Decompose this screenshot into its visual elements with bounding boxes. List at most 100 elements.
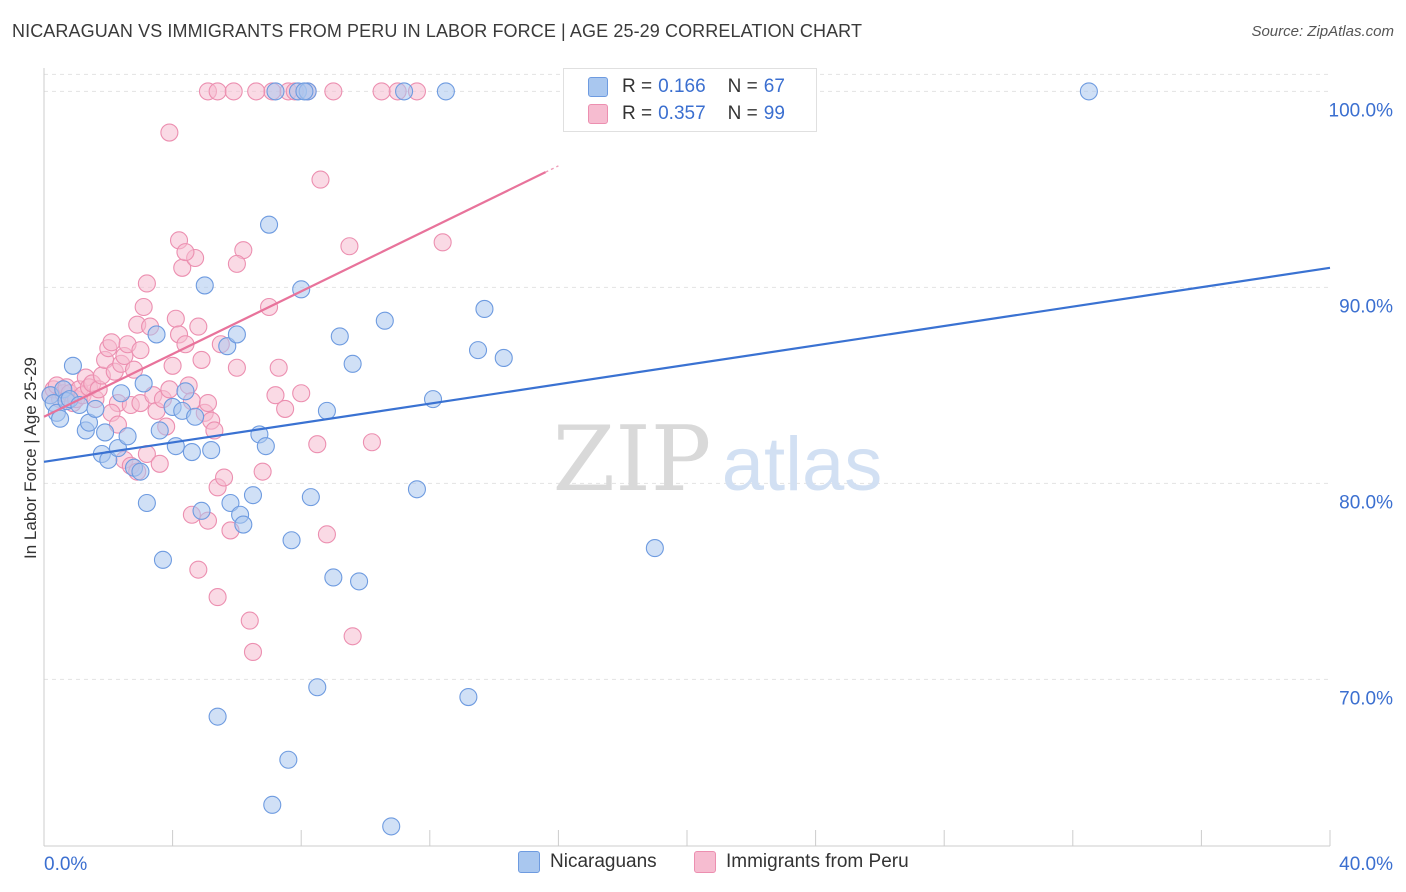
peru-point — [137, 274, 156, 293]
peru-point — [227, 254, 246, 273]
nicaraguan-point — [301, 488, 320, 507]
nicaraguan-point — [350, 572, 369, 591]
series-peru-points — [41, 82, 452, 662]
bottom-legend-label: Immigrants from Peru — [726, 851, 909, 872]
nicaraguan-point — [150, 421, 169, 440]
nicaraguan-point — [259, 215, 279, 234]
peru-point — [208, 82, 227, 101]
legend-row-nicaraguans: R = 0.166 N = 67 — [588, 74, 785, 100]
peru-point — [276, 399, 295, 418]
peru-point — [247, 82, 266, 101]
chart-title: NICARAGUAN VS IMMIGRANTS FROM PERU IN LA… — [12, 21, 863, 41]
nicaraguan-point — [468, 341, 488, 360]
nicaraguan-point — [436, 82, 455, 101]
peru-point — [160, 123, 179, 142]
peru-point — [150, 454, 169, 473]
stats-legend: R = 0.166 N = 67 R = 0.357 N = 99 — [563, 68, 817, 132]
nicaraguan-point — [243, 486, 263, 505]
nicaraguan-point — [494, 348, 513, 368]
bottom-legend-swatch-pink — [694, 851, 716, 873]
nicaraguan-point — [227, 325, 246, 344]
nicaraguan-point — [382, 817, 401, 836]
nicaraguan-point — [459, 687, 478, 707]
bottom-legend-nicaraguans: Nicaraguans — [518, 851, 657, 873]
nicaraguan-point — [131, 462, 150, 481]
peru-point — [160, 380, 179, 399]
nicaraguan-point — [234, 515, 253, 534]
axes — [43, 68, 1331, 847]
peru-point — [266, 386, 285, 405]
nicaraguan-point — [317, 401, 336, 420]
series-nicaraguans-points — [41, 82, 1098, 836]
nicaraguan-point — [282, 531, 301, 550]
peru-point — [102, 333, 121, 352]
peru-trend-extension — [545, 165, 559, 173]
watermark-zip: ZIP — [553, 407, 712, 512]
nicaraguan-point — [153, 550, 173, 569]
peru-point — [214, 468, 234, 487]
peru-point — [131, 341, 150, 360]
gridlines — [44, 73, 1330, 680]
peru-point — [189, 317, 208, 336]
nicaraguan-point — [192, 501, 211, 520]
peru-point — [208, 588, 227, 607]
nicaraguan-point — [186, 407, 205, 426]
peru-point — [343, 627, 362, 646]
nicaraguan-point — [645, 539, 664, 558]
watermark-atlas: atlas — [722, 422, 883, 507]
legend-n-value: 67 — [763, 76, 785, 97]
nicaraguan-point — [266, 82, 285, 101]
peru-point — [311, 170, 330, 189]
legend-r-label: R = — [622, 103, 653, 124]
nicaraguan-point — [118, 427, 137, 446]
legend-r-value: 0.166 — [658, 76, 706, 97]
nicaraguan-point — [218, 337, 237, 356]
nicaraguan-point — [279, 750, 298, 769]
peru-point — [253, 462, 272, 481]
legend-n-value: 99 — [763, 103, 785, 124]
peru-point — [433, 233, 452, 252]
y-tick-label: 90.0% — [1339, 296, 1393, 317]
x-tick-label: 40.0% — [1339, 854, 1393, 875]
peru-point — [324, 82, 343, 101]
legend-n-label: N = — [727, 103, 758, 124]
trend-lines — [43, 165, 1331, 463]
legend-r-value: 0.357 — [658, 103, 706, 124]
y-tick-label: 80.0% — [1339, 492, 1393, 513]
source-credit: Source: ZipAtlas.com — [1251, 23, 1394, 40]
legend-swatch-blue — [588, 77, 608, 97]
peru-point — [317, 525, 336, 544]
nicaraguan-point — [137, 493, 156, 513]
nicaraguan-point — [86, 399, 105, 418]
peru-point — [362, 433, 381, 452]
peru-point — [163, 356, 182, 375]
nicaraguan-point — [295, 82, 314, 101]
nicaraguan-point — [324, 568, 343, 587]
legend-n-label: N = — [727, 76, 758, 97]
nicaraguan-point — [134, 374, 153, 393]
nicaraguan-point — [182, 442, 201, 462]
nicaraguan-point — [375, 311, 394, 330]
nicaraguan-point — [475, 299, 494, 319]
peru-point — [340, 237, 359, 256]
peru-point — [189, 560, 208, 579]
peru-point — [243, 642, 263, 662]
bottom-legend-swatch-blue — [518, 851, 540, 873]
nicaraguan-point — [1079, 82, 1098, 101]
legend-row-peru: R = 0.357 N = 99 — [588, 101, 785, 127]
nicaraguan-point — [221, 493, 240, 513]
x-tick-label: 0.0% — [44, 854, 87, 875]
peru-point — [240, 611, 259, 630]
nicaraguan-point — [176, 382, 195, 401]
peru-trend-line — [43, 171, 547, 418]
nicaraguan-point — [195, 276, 214, 295]
legend-swatch-pink — [588, 104, 608, 124]
nicaraguan-point — [407, 480, 426, 499]
peru-point — [166, 309, 185, 328]
peru-point — [192, 350, 211, 369]
nicaraguan-point — [112, 384, 131, 403]
y-tick-label: 100.0% — [1329, 100, 1394, 121]
nicaraguan-point — [330, 327, 349, 346]
y-axis-label: In Labor Force | Age 25-29 — [21, 357, 40, 559]
nicaraguan-point — [256, 437, 275, 456]
